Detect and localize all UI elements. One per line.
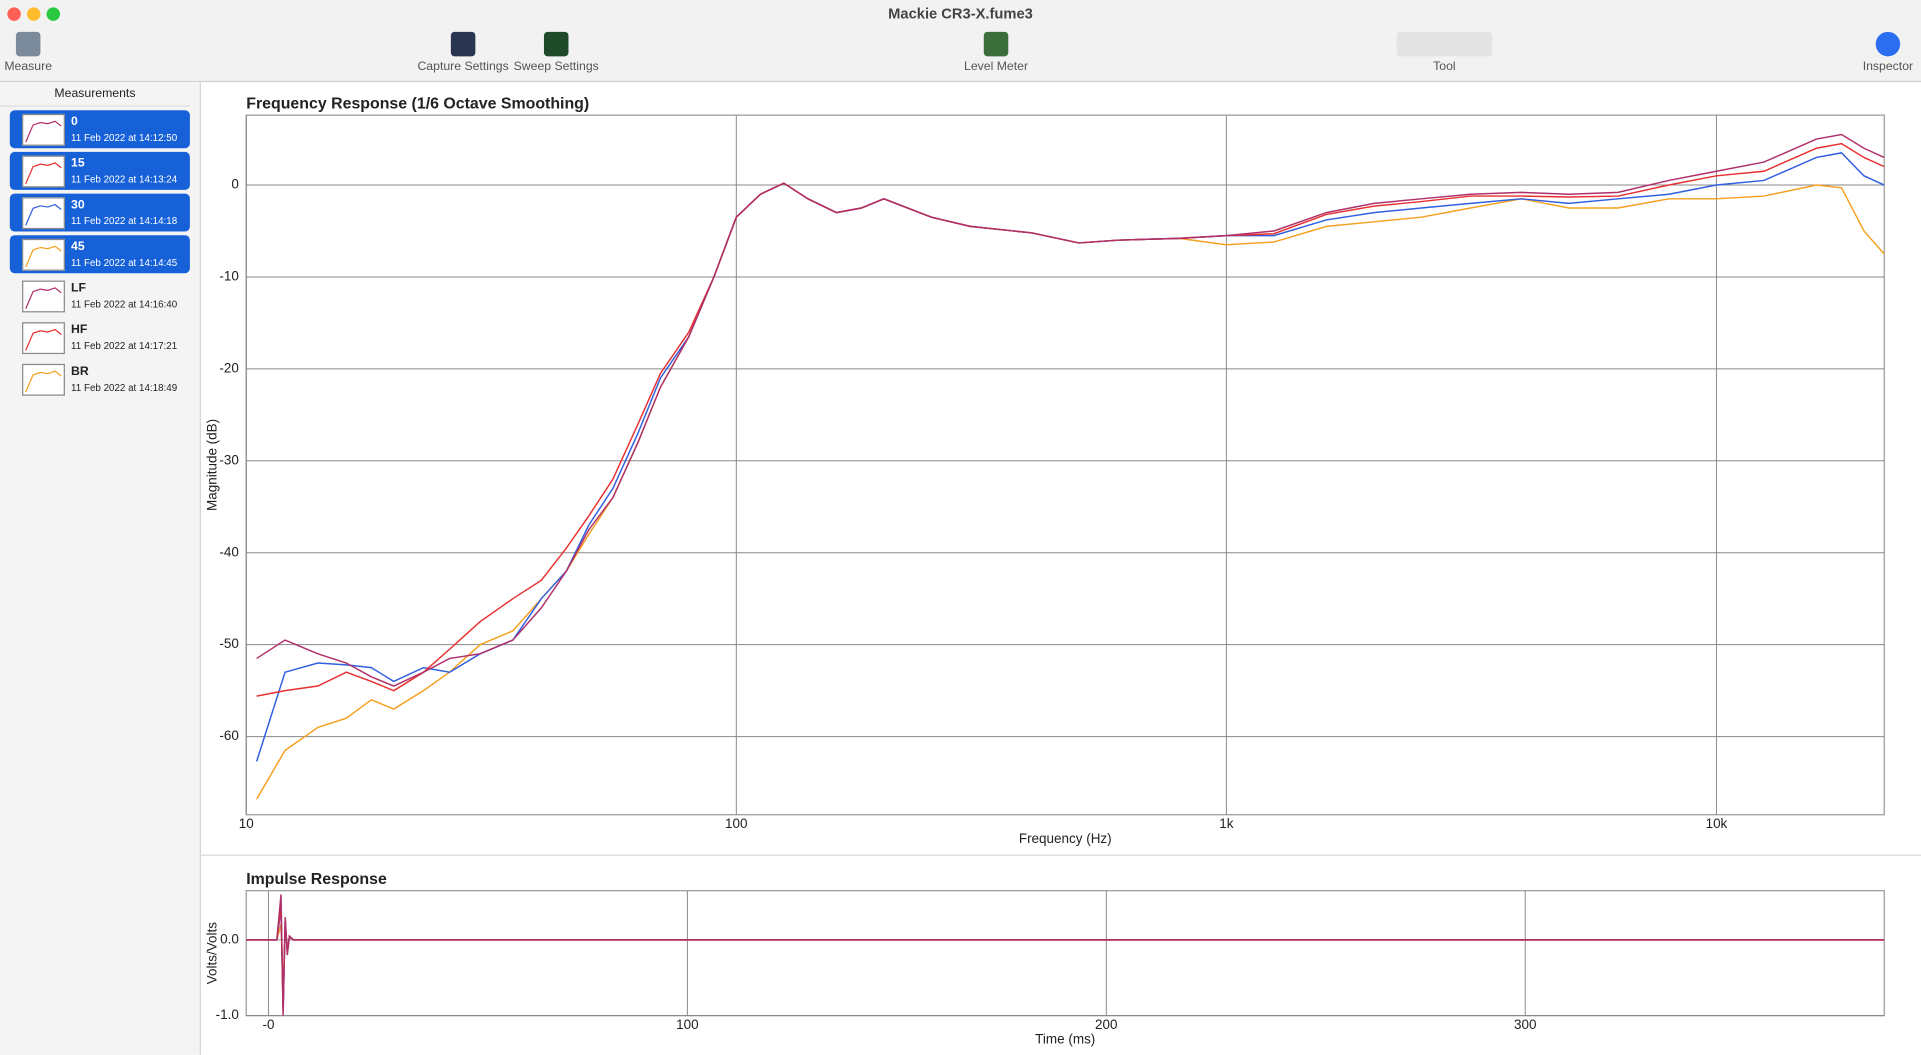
thumbnail xyxy=(22,322,65,355)
toolbar: Mackie CR3-X.fume3 Measure Capture Setti… xyxy=(0,0,1921,83)
measurement-item[interactable]: 0 11 Feb 2022 at 14:12:50 xyxy=(9,110,190,149)
x-tick-label: 100 xyxy=(725,816,747,831)
x-axis-label: Frequency (Hz) xyxy=(1019,831,1112,846)
tool-selector[interactable]: Tool xyxy=(1394,31,1494,74)
measurement-item[interactable]: LF 11 Feb 2022 at 14:16:40 xyxy=(10,277,190,315)
label: Inspector xyxy=(1862,60,1914,74)
y-tick-label: -40 xyxy=(219,544,238,559)
y-tick-label: -1.0 xyxy=(216,1007,239,1022)
chart-title: Impulse Response xyxy=(246,871,387,888)
window-title: Mackie CR3-X.fume3 xyxy=(888,4,1033,23)
thumbnail xyxy=(22,113,65,146)
sidebar-header: Measurements xyxy=(0,82,190,107)
y-tick-label: -30 xyxy=(219,452,238,467)
plot-area xyxy=(245,890,1885,1017)
measurement-list: 0 11 Feb 2022 at 14:12:50 15 11 Feb 2022 at… xyxy=(0,110,200,398)
x-tick-label: 200 xyxy=(1095,1017,1117,1032)
label: Sweep Settings xyxy=(513,60,599,74)
label: Measure xyxy=(4,60,53,74)
chart-title: Frequency Response (1/6 Octave Smoothing… xyxy=(246,95,589,112)
measurement-date: 11 Feb 2022 at 14:12:50 xyxy=(71,132,178,144)
measurement-name: 30 xyxy=(71,198,85,212)
thumbnail xyxy=(22,363,65,396)
measurement-date: 11 Feb 2022 at 14:13:24 xyxy=(71,173,178,185)
y-tick-label: -10 xyxy=(219,269,238,284)
capture-settings-button[interactable]: Capture Settings xyxy=(414,31,512,74)
y-axis-label: Volts/Volts xyxy=(205,922,220,984)
x-tick-label: 100 xyxy=(676,1017,698,1032)
thumbnail xyxy=(22,155,65,188)
y-tick-label: -50 xyxy=(219,636,238,651)
x-tick-label: 10k xyxy=(1706,816,1728,831)
x-tick-label: 300 xyxy=(1514,1017,1536,1032)
close-button[interactable] xyxy=(7,7,21,21)
measurement-name: BR xyxy=(71,365,89,379)
y-tick-label: -60 xyxy=(219,728,238,743)
level-meter-button[interactable]: Level Meter xyxy=(959,31,1033,74)
x-axis-label: Time (ms) xyxy=(1035,1032,1095,1047)
series-line xyxy=(246,894,1885,1016)
thumbnail xyxy=(22,280,65,313)
measurement-item[interactable]: BR 11 Feb 2022 at 14:18:49 xyxy=(10,360,190,398)
charts: Frequency Response (1/6 Octave Smoothing… xyxy=(200,95,1921,1047)
series-line xyxy=(256,133,1885,687)
measurement-name: HF xyxy=(71,323,88,337)
measurement-item[interactable]: HF 11 Feb 2022 at 14:17:21 xyxy=(10,319,190,357)
thumbnail xyxy=(22,197,65,230)
measurement-name: 15 xyxy=(71,156,85,171)
measure-button[interactable]: Measure xyxy=(0,31,56,74)
label: Capture Settings xyxy=(417,60,509,74)
measurement-name: 0 xyxy=(71,115,78,129)
zoom-button[interactable] xyxy=(46,7,61,21)
measurement-item[interactable]: 45 11 Feb 2022 at 14:14:45 xyxy=(9,235,190,274)
x-tick-label: 10 xyxy=(239,816,254,831)
measurement-date: 11 Feb 2022 at 14:18:49 xyxy=(71,382,178,394)
measurement-date: 11 Feb 2022 at 14:17:21 xyxy=(71,340,178,352)
x-tick-label: -0 xyxy=(262,1017,274,1032)
y-axis-label: Magnitude (dB) xyxy=(205,419,220,511)
label: Tool xyxy=(1433,60,1456,74)
sidebar: Measurements 0 11 Feb 2022 at 14:12:50 15 1… xyxy=(0,82,201,1055)
sweep-settings-button[interactable]: Sweep Settings xyxy=(510,31,603,74)
measurement-date: 11 Feb 2022 at 14:14:18 xyxy=(71,215,178,227)
minimize-button[interactable] xyxy=(26,7,41,21)
measurement-item[interactable]: 15 11 Feb 2022 at 14:13:24 xyxy=(9,151,190,190)
x-tick-label: 1k xyxy=(1219,816,1233,831)
measurement-item[interactable]: 30 11 Feb 2022 at 14:14:18 xyxy=(9,193,190,232)
y-tick-label: -20 xyxy=(219,360,238,375)
inspector-button[interactable]: Inspector xyxy=(1856,31,1920,74)
measurement-date: 11 Feb 2022 at 14:16:40 xyxy=(71,298,178,310)
y-tick-label: 0 xyxy=(231,177,239,192)
y-tick-label: 0.0 xyxy=(220,931,239,946)
measurement-date: 11 Feb 2022 at 14:14:45 xyxy=(71,257,178,269)
measurement-name: LF xyxy=(71,281,87,296)
measurement-name: 45 xyxy=(71,240,85,254)
plot-area xyxy=(245,114,1885,816)
label: Level Meter xyxy=(964,60,1029,74)
thumbnail xyxy=(22,238,65,271)
